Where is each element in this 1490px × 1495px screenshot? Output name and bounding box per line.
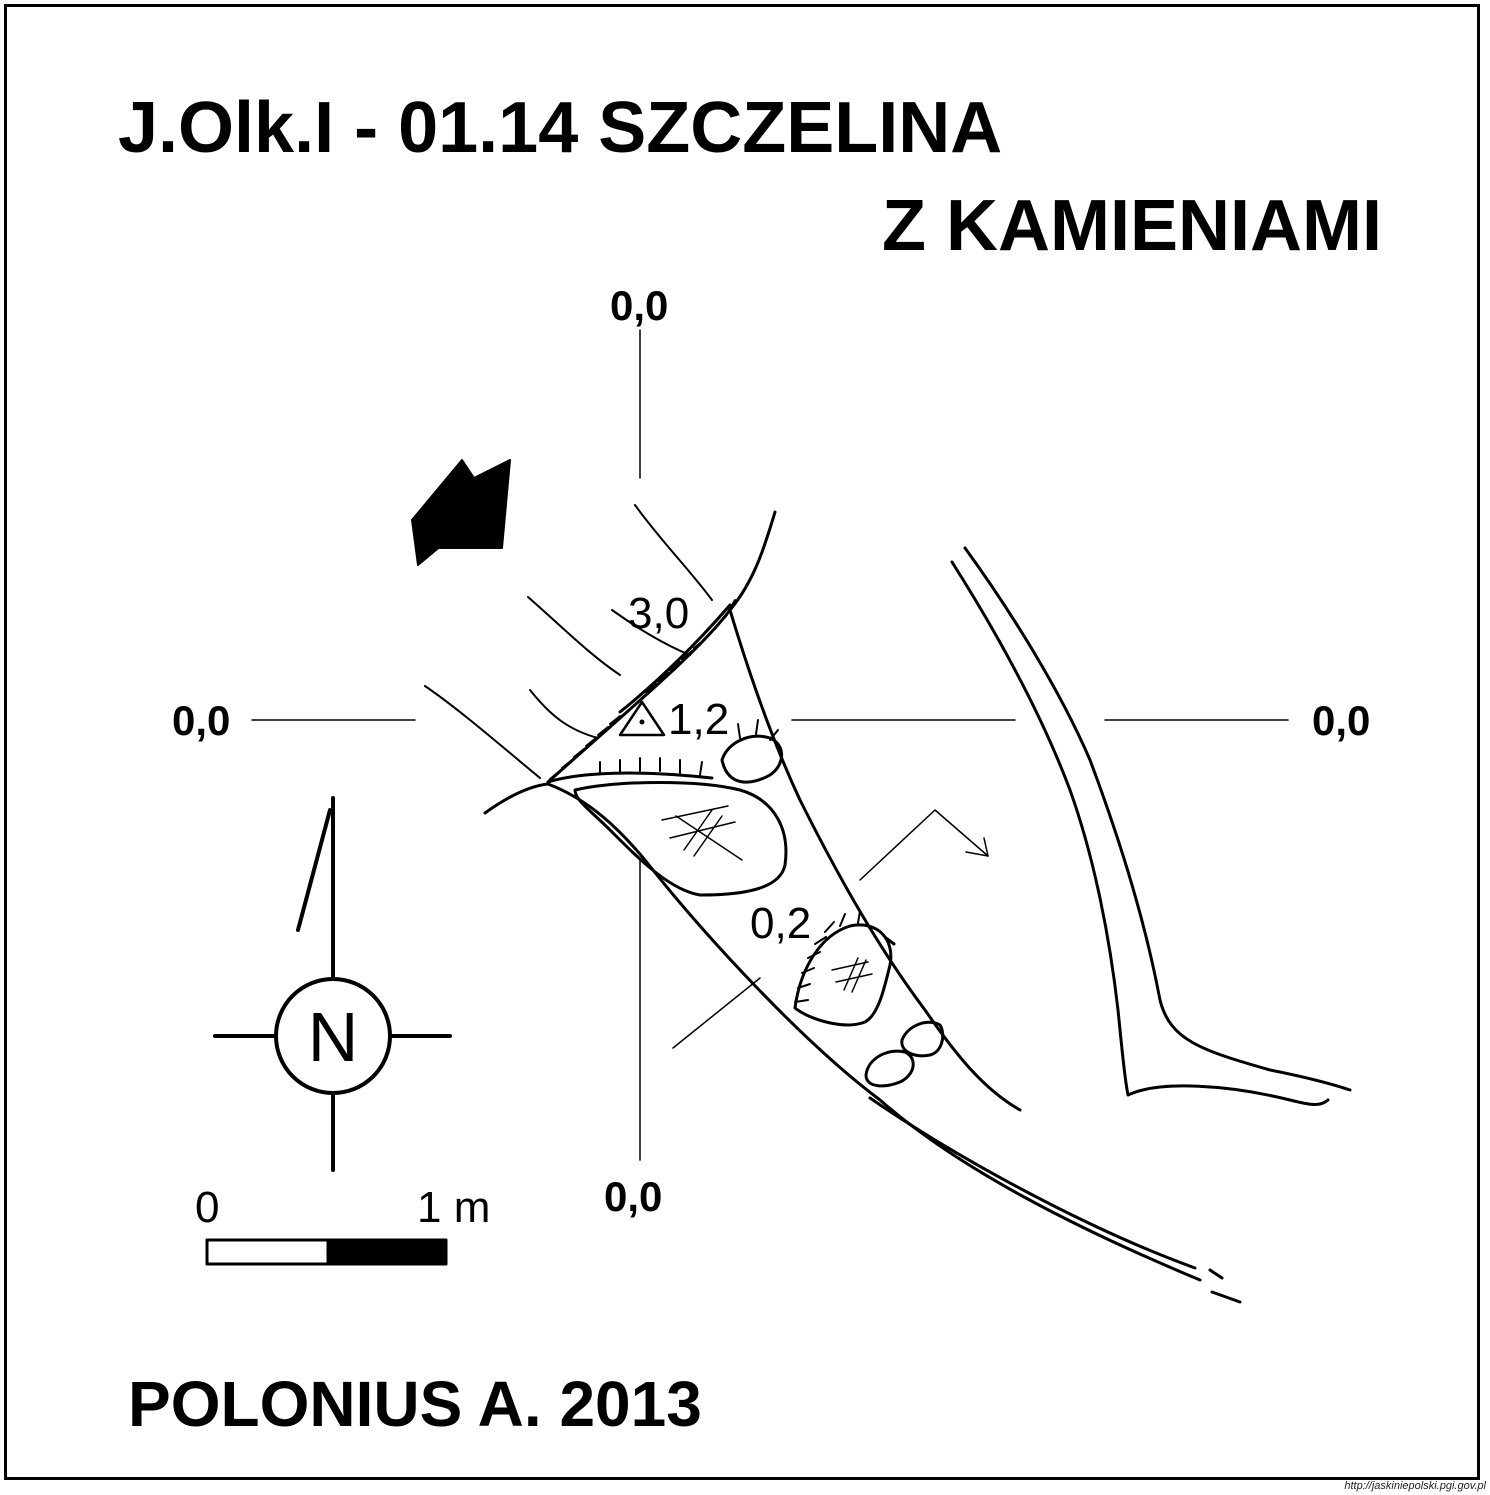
- hachure: [814, 936, 827, 945]
- contour-line: [527, 596, 621, 676]
- depth-label-upper: 3,0: [628, 589, 690, 638]
- coordinate-label-left: 0,0: [172, 697, 231, 744]
- hachure: [857, 910, 861, 924]
- hachure: [561, 759, 573, 769]
- hachure: [681, 650, 693, 660]
- hatch-line: [669, 821, 736, 839]
- boulder-lower: [793, 923, 893, 1027]
- hatch-line: [675, 815, 743, 861]
- hachure: [699, 761, 703, 776]
- contour-line: [424, 685, 541, 779]
- hatch-line: [835, 973, 873, 983]
- slope-contours: [424, 504, 713, 779]
- lower-wall-continuation: [868, 1096, 1197, 1270]
- hatch-line: [661, 805, 729, 821]
- hachure: [669, 661, 681, 671]
- coordinate-label-right: 0,0: [1312, 697, 1371, 744]
- boulders: [573, 734, 945, 1088]
- hachure: [573, 748, 585, 758]
- scale-end-label: 1 m: [417, 1183, 491, 1232]
- hachure: [657, 672, 669, 682]
- hatch-line: [851, 959, 867, 993]
- contour-line: [634, 504, 713, 601]
- hachure: [645, 683, 657, 693]
- boulder-pebble-2: [864, 1049, 915, 1088]
- boulder-large: [573, 781, 788, 897]
- hatch-line: [831, 961, 869, 971]
- contour-line: [611, 609, 691, 656]
- map-title-line-2: Z KAMIENIAMI: [882, 186, 1382, 266]
- section-line: [859, 809, 989, 881]
- cave-walls: [483, 510, 1242, 1304]
- hachure: [839, 913, 846, 927]
- survey-station-triangle-icon: [618, 700, 666, 737]
- north-letter: N: [307, 998, 359, 1076]
- left-entrance-lip: [483, 782, 1202, 1282]
- ridge-line: [618, 603, 732, 714]
- survey-station: [618, 700, 666, 737]
- coordinate-label-bottom: 0,0: [604, 1173, 663, 1220]
- cross-section-line: [672, 809, 989, 1049]
- hachure: [693, 639, 705, 649]
- map-frame: [4, 4, 1480, 1480]
- hachures: [549, 599, 861, 1003]
- scale-bar-black-segment: [326, 1238, 448, 1266]
- hatch-line: [693, 815, 723, 857]
- scale-start-label: 0: [195, 1183, 220, 1232]
- north-arrow-barb: [296, 808, 332, 932]
- entrance-arrow-icon: [411, 459, 511, 566]
- inner-ledge-line: [546, 771, 714, 784]
- hachure: [755, 719, 759, 735]
- rock-edge-inner: [950, 560, 1330, 1106]
- scale-bar-white-segment: [205, 1238, 330, 1266]
- coordinate-label-top: 0,0: [610, 282, 669, 329]
- hatch-line: [843, 957, 859, 991]
- hachure: [727, 599, 736, 613]
- map-title-line-1: J.Olk.I - 01.14 SZCZELINA: [118, 88, 1003, 168]
- wall-end-dash: [1210, 1290, 1242, 1304]
- boulder-notch: [884, 936, 896, 946]
- north-arrow: [213, 796, 452, 1172]
- north-compass-icon: [274, 977, 392, 1095]
- depth-label-lower: 0,2: [750, 899, 812, 948]
- rock-outline-right: [950, 546, 1352, 1106]
- hatch-line: [683, 809, 713, 851]
- hachure: [737, 723, 741, 739]
- wall-end-dash: [1208, 1268, 1224, 1280]
- hachure: [609, 715, 621, 725]
- contour-line: [529, 689, 599, 739]
- depth-label-middle: 1,2: [668, 695, 730, 744]
- hachure: [717, 614, 728, 626]
- author-credit: POLONIUS A. 2013: [128, 1368, 702, 1440]
- right-wall: [728, 608, 1022, 1112]
- scale-bar: [205, 1238, 448, 1266]
- hachure: [585, 737, 597, 747]
- grid-lines: [251, 329, 1289, 1161]
- survey-station-point: [639, 719, 645, 725]
- section-line: [672, 977, 761, 1049]
- rock-edge-outer: [963, 546, 1352, 1092]
- hachure: [824, 921, 835, 933]
- source-url: http://jaskiniepolski.pgi.gov.pl: [1344, 1480, 1486, 1492]
- boulder-small-upper: [720, 734, 784, 784]
- hachure: [705, 627, 717, 638]
- hachure: [597, 726, 609, 736]
- section-arrow-icon: [965, 837, 989, 857]
- hachure: [549, 770, 561, 780]
- boulder-hatching: [661, 805, 873, 993]
